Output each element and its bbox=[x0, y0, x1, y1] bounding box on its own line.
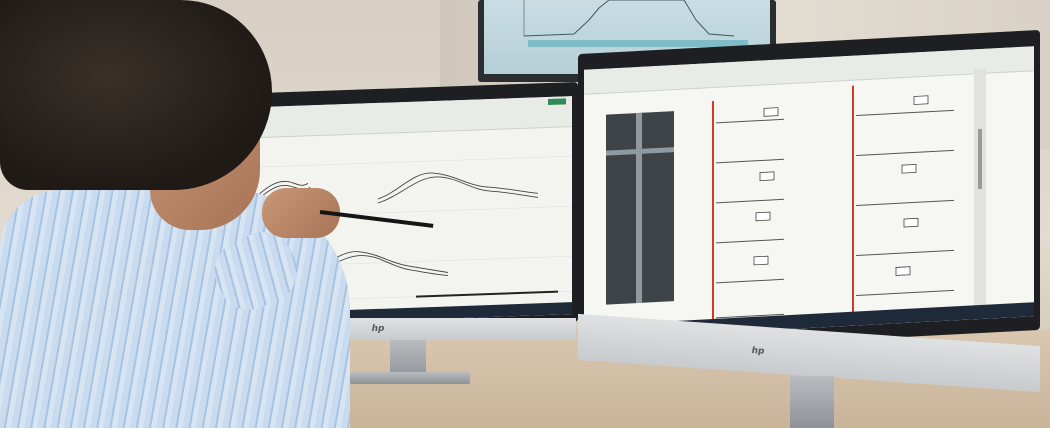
schematic-diagram bbox=[716, 68, 986, 319]
waveform-chart bbox=[238, 155, 572, 304]
left-monitor-screen bbox=[238, 96, 572, 326]
left-monitor-base bbox=[350, 372, 470, 384]
right-monitor-stand bbox=[790, 376, 834, 428]
right-hp-logo: hp bbox=[751, 345, 765, 357]
tv-chart bbox=[523, 0, 748, 47]
left-hp-logo: hp bbox=[371, 324, 385, 334]
right-monitor-screen bbox=[584, 46, 1034, 340]
person-hair bbox=[0, 0, 272, 190]
tv-scrollbar bbox=[528, 40, 748, 47]
